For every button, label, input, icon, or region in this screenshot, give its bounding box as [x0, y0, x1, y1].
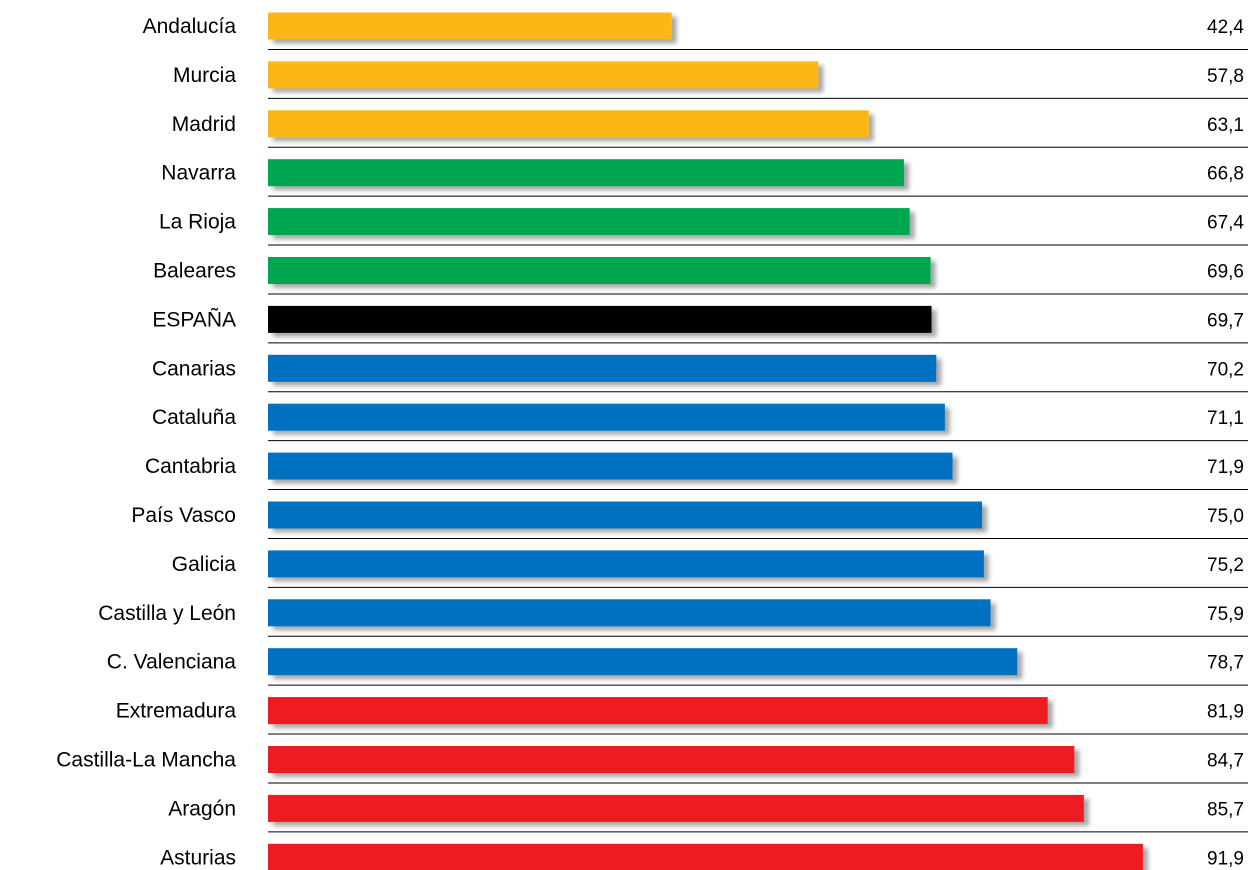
value-label-c-valenciana: 78,7 — [1207, 653, 1244, 674]
category-label-aragon: Aragón — [168, 797, 236, 820]
bars-group — [268, 12, 1143, 870]
bar-baleares — [268, 257, 931, 284]
bar-galicia — [268, 550, 984, 578]
value-label-madrid: 63,1 — [1207, 115, 1244, 136]
category-label-baleares: Baleares — [153, 260, 236, 283]
value-label-cataluna: 71,1 — [1207, 408, 1244, 429]
category-label-murcia: Murcia — [173, 64, 236, 87]
row-separators — [268, 48, 1248, 833]
value-label-baleares: 69,6 — [1207, 262, 1244, 283]
bar-c-valenciana — [268, 648, 1018, 676]
category-label-cataluna: Cataluña — [152, 406, 236, 429]
category-label-castilla-y-leon: Castilla y León — [98, 602, 236, 625]
value-label-murcia: 57,8 — [1207, 66, 1244, 87]
value-label-pais-vasco: 75,0 — [1207, 506, 1244, 527]
category-label-cantabria: Cantabria — [145, 455, 236, 478]
category-label-galicia: Galicia — [172, 553, 237, 576]
bar-aragon — [268, 794, 1084, 822]
value-label-canarias: 70,2 — [1207, 359, 1244, 380]
bar-navarra — [268, 159, 904, 187]
bar-asturias — [268, 843, 1143, 870]
bar-murcia — [268, 61, 819, 89]
category-label-canarias: Canarias — [152, 357, 236, 380]
value-labels: 42,4 57,8 63,1 66,8 67,4 69,6 69,7 70,2 71,1 71,9… — [1207, 17, 1244, 869]
value-label-andalucia: 42,4 — [1207, 17, 1244, 38]
category-label-asturias: Asturias — [160, 846, 236, 869]
value-label-castilla-la-mancha: 84,7 — [1207, 751, 1244, 772]
value-label-extremadura: 81,9 — [1207, 702, 1244, 723]
value-label-castilla-y-leon: 75,9 — [1207, 604, 1244, 625]
category-label-pais-vasco: País Vasco — [131, 504, 236, 527]
bar-cataluna — [268, 403, 945, 431]
category-label-navarra: Navarra — [161, 162, 236, 185]
bar-madrid — [268, 110, 869, 138]
value-label-navarra: 66,8 — [1207, 164, 1244, 185]
category-label-extremadura: Extremadura — [116, 700, 237, 723]
category-label-madrid: Madrid — [172, 113, 236, 136]
bar-andalucia — [268, 12, 672, 40]
value-label-asturias: 91,9 — [1207, 848, 1244, 869]
category-label-la-rioja: La Rioja — [159, 211, 236, 234]
value-label-galicia: 75,2 — [1207, 555, 1244, 576]
bar-pais-vasco — [268, 501, 982, 529]
bar-cantabria — [268, 452, 953, 480]
category-label-c-valenciana: C. Valenciana — [107, 651, 237, 674]
category-label-andalucia: Andalucía — [143, 15, 237, 38]
value-label-espana: 69,7 — [1207, 310, 1244, 331]
category-label-castilla-la-mancha: Castilla-La Mancha — [56, 749, 236, 772]
value-label-la-rioja: 67,4 — [1207, 213, 1244, 234]
bar-la-rioja — [268, 208, 910, 236]
bar-castilla-la-mancha — [268, 746, 1075, 773]
bar-espana — [268, 305, 932, 333]
value-label-aragon: 85,7 — [1207, 799, 1244, 820]
category-label-espana: ESPAÑA — [152, 307, 236, 331]
category-labels: Andalucía Murcia Madrid Navarra La Rioja Bale… — [56, 15, 236, 869]
bar-castilla-y-leon — [268, 599, 991, 627]
value-label-cantabria: 71,9 — [1207, 457, 1244, 478]
bar-canarias — [268, 354, 937, 382]
bar-extremadura — [268, 697, 1048, 725]
